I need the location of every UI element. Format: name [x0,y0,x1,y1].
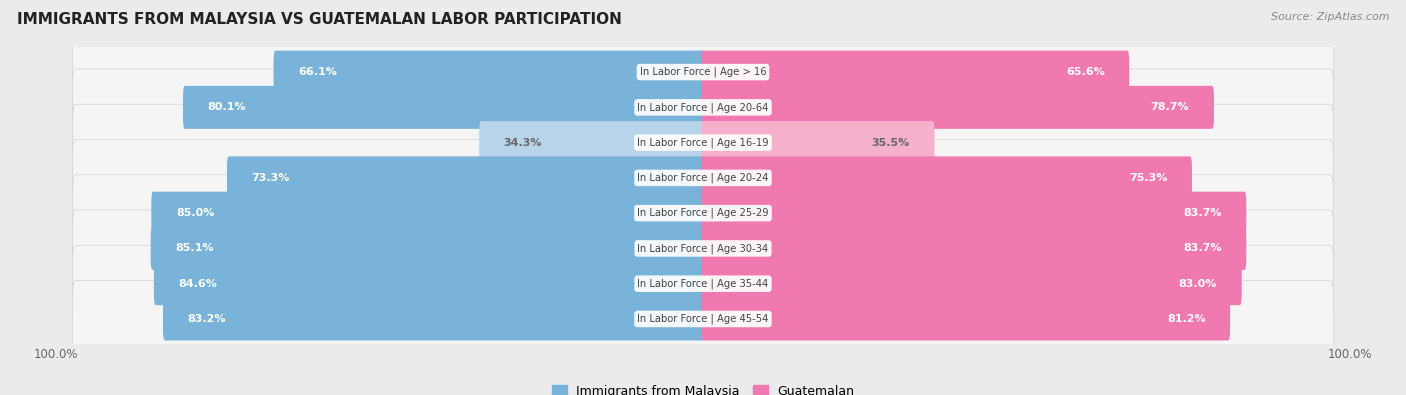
Text: 85.1%: 85.1% [176,243,214,254]
Text: 34.3%: 34.3% [503,137,543,148]
FancyBboxPatch shape [702,262,1241,305]
FancyBboxPatch shape [702,156,1192,199]
Text: IMMIGRANTS FROM MALAYSIA VS GUATEMALAN LABOR PARTICIPATION: IMMIGRANTS FROM MALAYSIA VS GUATEMALAN L… [17,12,621,27]
Text: In Labor Force | Age 25-29: In Labor Force | Age 25-29 [637,208,769,218]
FancyBboxPatch shape [702,227,1246,270]
FancyBboxPatch shape [73,69,1333,146]
FancyBboxPatch shape [702,121,935,164]
FancyBboxPatch shape [73,104,1333,181]
Text: 84.6%: 84.6% [179,279,218,289]
FancyBboxPatch shape [150,227,704,270]
FancyBboxPatch shape [163,297,704,340]
Text: 65.6%: 65.6% [1066,67,1105,77]
Text: 81.2%: 81.2% [1167,314,1205,324]
FancyBboxPatch shape [73,139,1333,216]
FancyBboxPatch shape [183,86,704,129]
Text: 66.1%: 66.1% [298,67,337,77]
Text: In Labor Force | Age 45-54: In Labor Force | Age 45-54 [637,314,769,324]
Text: 73.3%: 73.3% [252,173,290,183]
FancyBboxPatch shape [73,245,1333,322]
FancyBboxPatch shape [152,192,704,235]
Text: In Labor Force | Age 35-44: In Labor Force | Age 35-44 [637,278,769,289]
FancyBboxPatch shape [73,34,1333,111]
Text: In Labor Force | Age 16-19: In Labor Force | Age 16-19 [637,137,769,148]
FancyBboxPatch shape [73,210,1333,287]
Text: 83.2%: 83.2% [187,314,226,324]
FancyBboxPatch shape [702,86,1213,129]
FancyBboxPatch shape [274,51,704,94]
Text: 83.7%: 83.7% [1184,208,1222,218]
Text: In Labor Force | Age 20-24: In Labor Force | Age 20-24 [637,173,769,183]
Text: 80.1%: 80.1% [208,102,246,112]
FancyBboxPatch shape [479,121,704,164]
FancyBboxPatch shape [73,280,1333,357]
Text: 75.3%: 75.3% [1129,173,1167,183]
FancyBboxPatch shape [153,262,704,305]
Text: In Labor Force | Age 30-34: In Labor Force | Age 30-34 [637,243,769,254]
Text: In Labor Force | Age > 16: In Labor Force | Age > 16 [640,67,766,77]
Legend: Immigrants from Malaysia, Guatemalan: Immigrants from Malaysia, Guatemalan [547,380,859,395]
Text: 83.0%: 83.0% [1178,279,1218,289]
FancyBboxPatch shape [226,156,704,199]
FancyBboxPatch shape [702,51,1129,94]
FancyBboxPatch shape [702,192,1246,235]
FancyBboxPatch shape [702,297,1230,340]
Text: 78.7%: 78.7% [1150,102,1189,112]
Text: In Labor Force | Age 20-64: In Labor Force | Age 20-64 [637,102,769,113]
FancyBboxPatch shape [73,175,1333,252]
Text: 85.0%: 85.0% [176,208,214,218]
Text: 83.7%: 83.7% [1184,243,1222,254]
Text: 35.5%: 35.5% [872,137,910,148]
Text: Source: ZipAtlas.com: Source: ZipAtlas.com [1271,12,1389,22]
